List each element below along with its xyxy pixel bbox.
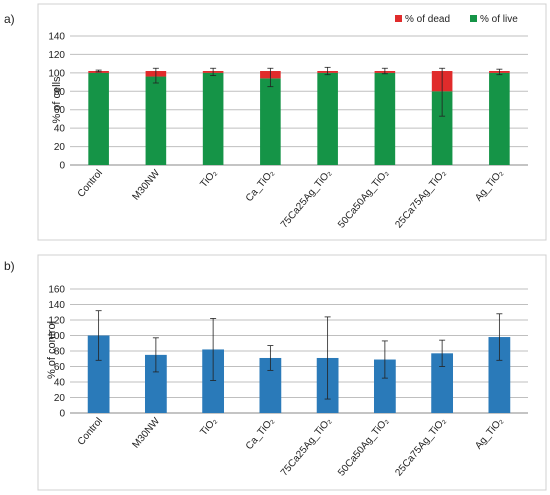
y-tick-label: 40 bbox=[54, 378, 66, 389]
error-bars bbox=[95, 66, 503, 117]
y-tick-label: 120 bbox=[48, 316, 65, 327]
bar bbox=[431, 353, 454, 413]
x-tick-label: Ag_TiO₂ bbox=[473, 416, 506, 452]
bar bbox=[88, 72, 109, 165]
y-tick-label: 140 bbox=[48, 32, 65, 43]
y-gridlines bbox=[70, 288, 528, 414]
x-tick-label: Control bbox=[76, 416, 105, 448]
y-tick-label: 100 bbox=[48, 331, 65, 342]
y-tick-label: 120 bbox=[48, 50, 65, 61]
panel-label-b: b) bbox=[4, 259, 15, 273]
y-tick-label: 0 bbox=[59, 409, 65, 420]
y-tick-label: 80 bbox=[54, 87, 66, 98]
error-bar bbox=[496, 68, 503, 76]
error-bar bbox=[210, 67, 217, 77]
y-tick-label: 100 bbox=[48, 68, 65, 79]
x-tick-label: 50Ca50Ag_TiO₂ bbox=[336, 416, 391, 479]
bar bbox=[317, 72, 338, 165]
bar bbox=[374, 72, 396, 165]
legend-label-live: % of live bbox=[480, 14, 518, 25]
y-tick-label: 20 bbox=[54, 393, 66, 404]
bar bbox=[202, 349, 225, 413]
error-bar bbox=[210, 318, 217, 381]
y-gridlines bbox=[70, 35, 528, 166]
bar bbox=[489, 72, 510, 165]
error-bar bbox=[496, 313, 503, 361]
bar bbox=[202, 72, 224, 165]
x-tick-label: TiO₂ bbox=[198, 416, 219, 438]
y-tick-label: 160 bbox=[48, 285, 65, 296]
chart-panel-a: a) 0 20 40 60 80 100 120 140 % of cells Control… bbox=[4, 3, 547, 241]
y-tick-label: 40 bbox=[54, 124, 66, 135]
panel-label-a: a) bbox=[4, 12, 15, 26]
legend-swatch-dead bbox=[395, 15, 402, 22]
x-tick-label: Ag_TiO₂ bbox=[473, 168, 506, 204]
y-tick-label: 60 bbox=[54, 362, 66, 373]
y-axis-title: % of control bbox=[46, 321, 58, 379]
x-tick-label: M30NW bbox=[131, 167, 163, 202]
error-bar bbox=[324, 316, 331, 400]
legend: % of dead % of live bbox=[395, 14, 518, 25]
y-tick-label: 60 bbox=[54, 105, 66, 116]
x-tick-label: Ca_TiO₂ bbox=[244, 168, 277, 204]
x-tick-label: 25Ca75Ag_TiO₂ bbox=[393, 168, 448, 231]
y-axis-title: % of cells bbox=[51, 76, 63, 124]
x-tick-label: 75Ca25Ag_TiO₂ bbox=[279, 168, 334, 231]
y-tick-label: 80 bbox=[54, 347, 66, 358]
y-tick-label: 0 bbox=[59, 161, 65, 172]
error-bar bbox=[152, 337, 159, 373]
bar bbox=[488, 337, 511, 413]
y-tick-label: 20 bbox=[54, 142, 66, 153]
y-tick-labels: 0 20 40 60 80 100 120 140 bbox=[48, 32, 65, 172]
legend-label-dead: % of dead bbox=[405, 14, 450, 25]
x-tick-label: 50Ca50Ag_TiO₂ bbox=[336, 168, 391, 231]
x-tick-label: M30NW bbox=[131, 415, 163, 450]
error-bars bbox=[95, 310, 503, 400]
panel-b-frame bbox=[37, 254, 547, 491]
chart-panel-b: b) 0 20 40 60 80 100 120 140 160 % of control Co… bbox=[4, 254, 547, 491]
panel-a-frame bbox=[37, 3, 547, 241]
bar bbox=[259, 357, 282, 413]
x-tick-label: Control bbox=[76, 168, 105, 200]
x-tick-label: 25Ca75Ag_TiO₂ bbox=[393, 416, 448, 479]
bars bbox=[88, 71, 510, 165]
bar bbox=[373, 359, 396, 413]
x-tick-label: 75Ca25Ag_TiO₂ bbox=[279, 416, 334, 479]
error-bar bbox=[439, 339, 446, 367]
x-tick-label: Ca_TiO₂ bbox=[244, 416, 277, 452]
error-bar bbox=[381, 340, 388, 379]
bars bbox=[87, 335, 511, 413]
x-tick-label: TiO₂ bbox=[198, 168, 219, 190]
x-tick-labels: Control M30NW TiO₂ Ca_TiO₂ 75Ca25Ag_TiO₂ 50Ca… bbox=[76, 415, 506, 478]
error-bar bbox=[439, 67, 446, 117]
error-bar bbox=[267, 67, 274, 88]
error-bar bbox=[95, 69, 102, 73]
error-bar bbox=[381, 67, 388, 75]
legend-swatch-live bbox=[470, 15, 477, 22]
y-tick-labels: 0 20 40 60 80 100 120 140 160 bbox=[48, 285, 65, 420]
error-bar bbox=[267, 345, 274, 371]
bar bbox=[431, 91, 453, 165]
bar bbox=[87, 335, 110, 413]
x-tick-labels: Control M30NW TiO₂ Ca_TiO₂ 75Ca25Ag_TiO₂ 50Ca… bbox=[76, 167, 506, 230]
bar bbox=[144, 354, 167, 413]
error-bar bbox=[152, 67, 159, 84]
bar bbox=[260, 78, 281, 165]
bar bbox=[145, 76, 167, 165]
y-tick-label: 140 bbox=[48, 300, 65, 311]
error-bar bbox=[324, 66, 331, 76]
error-bar bbox=[95, 310, 102, 361]
